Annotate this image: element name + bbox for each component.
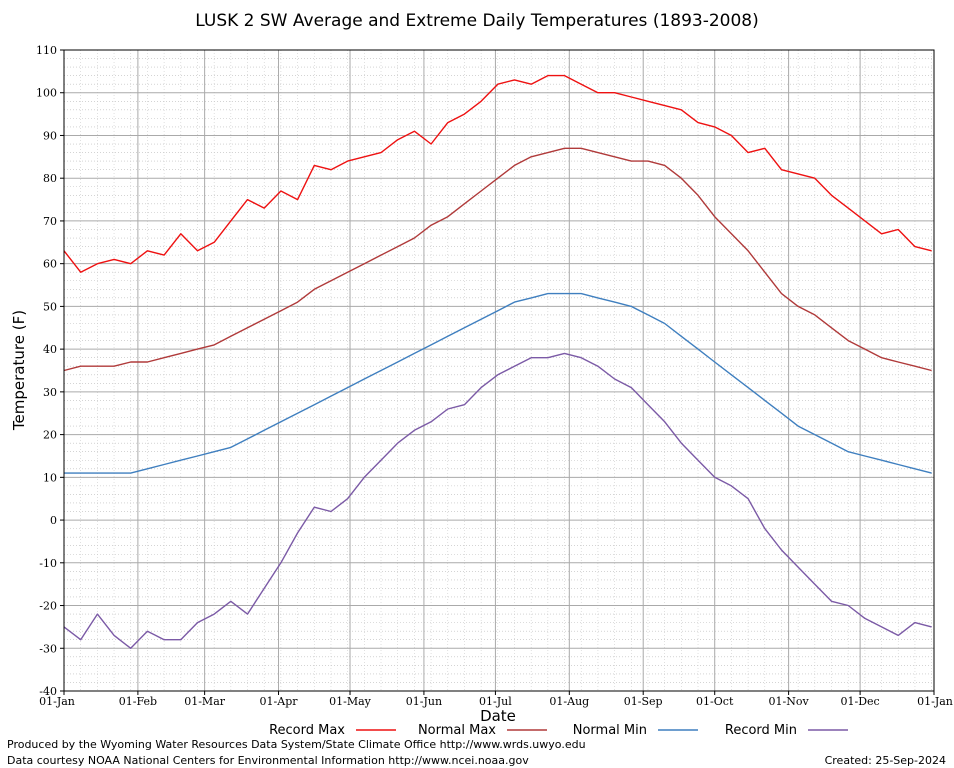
y-tick-label: 100 xyxy=(36,87,57,100)
series-line-record-max xyxy=(63,74,932,273)
y-axis-ticks: -40 -30 -20 -10 0 10 20 30 40 50 60 70 80 90 100 110 xyxy=(36,44,64,698)
x-tick-label: 01-Jul xyxy=(479,695,512,708)
y-tick-label: 110 xyxy=(36,44,57,57)
y-tick-label: 30 xyxy=(43,386,57,399)
x-tick-label: 01-Mar xyxy=(184,695,226,708)
legend-label-normal-min: Normal Min xyxy=(573,723,647,738)
y-tick-label: -30 xyxy=(39,642,57,655)
y-tick-label: 20 xyxy=(43,429,57,442)
x-axis-label: Date xyxy=(480,707,516,725)
footer-produced-by: Produced by the Wyoming Water Resources … xyxy=(7,738,586,751)
y-tick-label: 60 xyxy=(43,258,57,271)
y-axis-label: Temperature (F) xyxy=(10,310,28,431)
series-line-normal-max xyxy=(63,147,932,372)
x-tick-label: 01-Jan xyxy=(39,695,75,708)
footer-created-date: Created: 25-Sep-2024 xyxy=(825,754,946,767)
series-group xyxy=(63,74,932,649)
x-tick-label: 01-Jun xyxy=(406,695,442,708)
chart-title: LUSK 2 SW Average and Extreme Daily Temp… xyxy=(195,11,759,31)
legend: Record Max Normal Max Normal Min Record … xyxy=(269,723,848,738)
series-line-record-min xyxy=(63,352,932,649)
x-tick-label: 01-Dec xyxy=(841,695,880,708)
y-tick-label: 50 xyxy=(43,300,57,313)
y-tick-label: 70 xyxy=(43,215,57,228)
x-tick-label: 01-Aug xyxy=(549,695,589,708)
x-tick-label: 01-Oct xyxy=(696,695,734,708)
x-tick-label: 01-Jan xyxy=(917,695,953,708)
legend-label-record-min: Record Min xyxy=(725,723,797,738)
series-line-normal-min xyxy=(64,292,932,474)
plot-area xyxy=(63,49,935,692)
y-tick-label: -10 xyxy=(39,557,57,570)
major-grid xyxy=(64,50,934,691)
x-tick-label: 01-May xyxy=(329,695,372,708)
footer-data-courtesy: Data courtesy NOAA National Centers for … xyxy=(7,754,529,767)
y-tick-label: 0 xyxy=(50,514,57,527)
y-tick-label: 90 xyxy=(43,129,57,142)
legend-label-record-max: Record Max xyxy=(269,723,345,738)
plot-border xyxy=(63,49,935,692)
y-tick-label: -20 xyxy=(39,600,57,613)
y-tick-label: 80 xyxy=(43,172,57,185)
x-tick-label: 01-Nov xyxy=(769,695,810,708)
x-tick-label: 01-Apr xyxy=(260,695,299,708)
legend-label-normal-max: Normal Max xyxy=(418,723,496,738)
x-tick-label: 01-Sep xyxy=(624,695,663,708)
x-tick-label: 01-Feb xyxy=(119,695,157,708)
y-tick-label: 40 xyxy=(43,343,57,356)
y-tick-label: 10 xyxy=(43,471,57,484)
x-axis-ticks: 01-Jan 01-Feb 01-Mar 01-Apr 01-May 01-Jun 01-J… xyxy=(39,691,953,708)
y-tick-label: -40 xyxy=(39,685,57,698)
